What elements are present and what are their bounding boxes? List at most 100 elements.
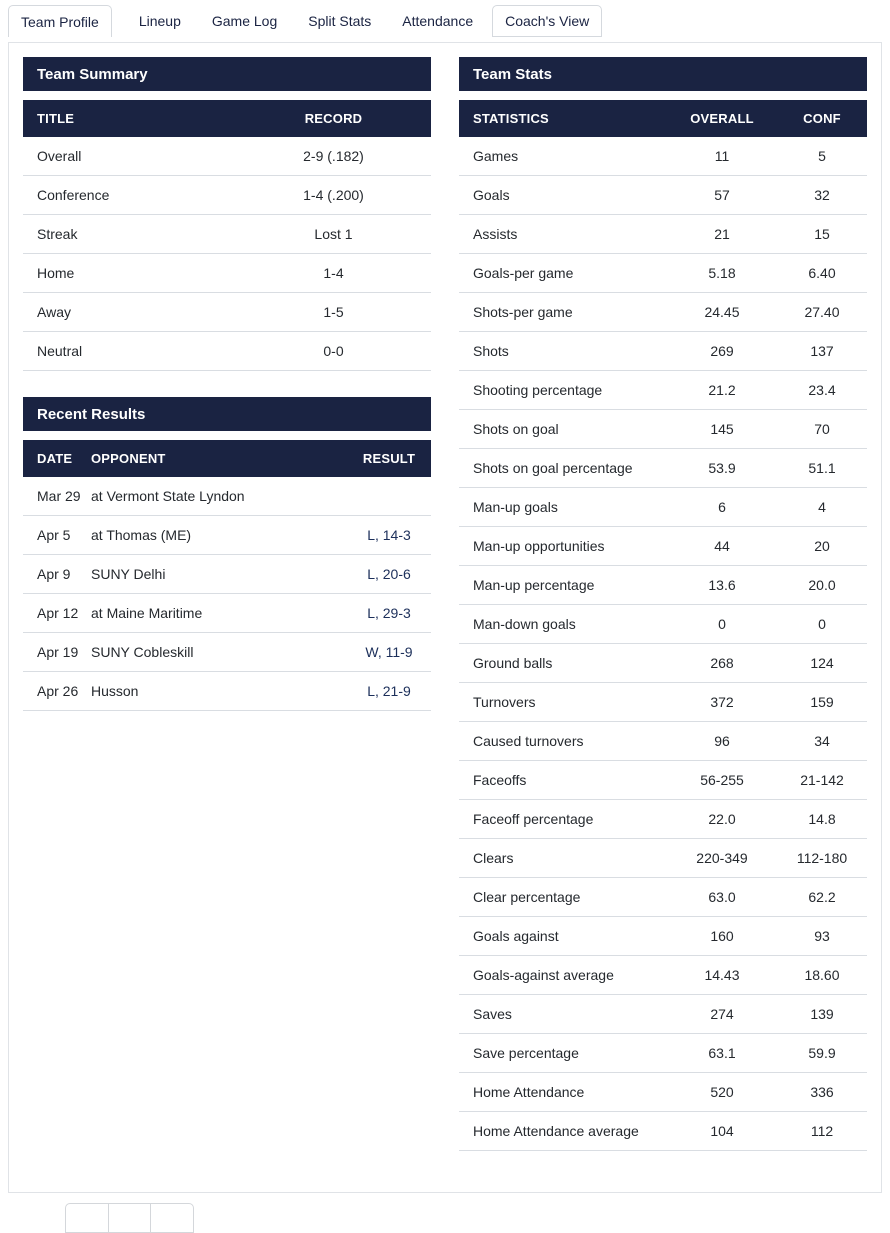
result-cell-opponent: SUNY Delhi (91, 554, 341, 594)
stat-cell-conf: 15 (777, 214, 867, 254)
table-row: Man-up percentage 13.6 20.0 (459, 565, 867, 605)
stat-cell-conf: 4 (777, 487, 867, 527)
stat-cell-overall: 14.43 (667, 955, 777, 995)
stat-cell-conf: 20 (777, 526, 867, 566)
result-cell-date: Apr 26 (23, 671, 91, 711)
stat-cell-overall: 63.1 (667, 1033, 777, 1073)
stat-cell-label: Saves (459, 994, 667, 1034)
summary-cell-record: Lost 1 (236, 214, 431, 254)
team-stats-panel: Team Stats STATISTICS OVERALL CONF Games… (459, 57, 867, 1151)
tab-lineup[interactable]: Lineup (138, 13, 181, 29)
stat-cell-conf: 59.9 (777, 1033, 867, 1073)
result-cell-result: L, 21-9 (341, 671, 431, 711)
tab-bar: Team Profile Lineup Game Log Split Stats… (0, 0, 890, 37)
stat-cell-overall: 57 (667, 175, 777, 215)
result-cell-opponent: Husson (91, 671, 341, 711)
stat-cell-label: Faceoffs (459, 760, 667, 800)
table-row: Saves 274 139 (459, 994, 867, 1034)
tab-attendance[interactable]: Attendance (402, 13, 474, 29)
result-cell-result: L, 20-6 (341, 554, 431, 594)
game-result-link[interactable]: W, 11-9 (365, 644, 413, 660)
team-stats-title: Team Stats (459, 57, 867, 91)
result-cell-result: L, 14-3 (341, 515, 431, 555)
column-header-title: TITLE (23, 100, 236, 137)
stat-cell-overall: 6 (667, 487, 777, 527)
result-cell-result: W, 11-9 (341, 632, 431, 672)
stat-cell-label: Games (459, 137, 667, 176)
summary-cell-record: 0-0 (236, 331, 431, 371)
table-row: Goals 57 32 (459, 175, 867, 215)
stat-cell-label: Clears (459, 838, 667, 878)
summary-cell-title: Away (23, 292, 236, 332)
team-summary-panel: Team Summary TITLE RECORD Overall 2-9 (.1… (23, 57, 431, 371)
table-row: Mar 29 at Vermont State Lyndon (23, 477, 431, 516)
tab-split-stats[interactable]: Split Stats (308, 13, 372, 29)
stat-cell-label: Ground balls (459, 643, 667, 683)
summary-cell-record: 1-5 (236, 292, 431, 332)
stat-cell-conf: 5 (777, 137, 867, 176)
table-row: Man-down goals 0 0 (459, 604, 867, 644)
tab-team-profile[interactable]: Team Profile (8, 5, 112, 37)
stat-cell-label: Home Attendance (459, 1072, 667, 1112)
game-result-link[interactable]: L, 20-6 (367, 566, 411, 582)
table-row: Apr 19 SUNY Cobleskill W, 11-9 (23, 632, 431, 672)
stat-cell-overall: 24.45 (667, 292, 777, 332)
stat-cell-label: Shots on goal percentage (459, 448, 667, 488)
game-result-link[interactable]: L, 21-9 (367, 683, 411, 699)
pagination-segment[interactable] (66, 1204, 109, 1232)
pagination-segment[interactable] (109, 1204, 152, 1232)
pagination-segment[interactable] (151, 1204, 193, 1232)
stat-cell-conf: 23.4 (777, 370, 867, 410)
column-header-overall: OVERALL (667, 100, 777, 137)
team-profile-content-card: Team Summary TITLE RECORD Overall 2-9 (.1… (8, 42, 882, 1193)
table-row: Overall 2-9 (.182) (23, 137, 431, 176)
stat-cell-label: Home Attendance average (459, 1111, 667, 1151)
tab-game-log[interactable]: Game Log (211, 13, 278, 29)
stat-cell-label: Turnovers (459, 682, 667, 722)
result-cell-opponent: at Thomas (ME) (91, 515, 341, 555)
result-cell-date: Apr 9 (23, 554, 91, 594)
table-row: Apr 12 at Maine Maritime L, 29-3 (23, 593, 431, 633)
stat-cell-conf: 51.1 (777, 448, 867, 488)
column-header-opponent: OPPONENT (91, 440, 341, 477)
stat-cell-overall: 21 (667, 214, 777, 254)
game-result-link[interactable]: L, 29-3 (367, 605, 411, 621)
table-row: Ground balls 268 124 (459, 643, 867, 683)
tab-coachs-view[interactable]: Coach's View (492, 5, 603, 37)
recent-results-panel: Recent Results DATE OPPONENT RESULT Mar … (23, 397, 431, 711)
stat-cell-overall: 104 (667, 1111, 777, 1151)
stat-cell-label: Save percentage (459, 1033, 667, 1073)
game-result-link[interactable]: L, 14-3 (367, 527, 411, 543)
right-column: Team Stats STATISTICS OVERALL CONF Games… (459, 57, 867, 1151)
table-row: Apr 5 at Thomas (ME) L, 14-3 (23, 515, 431, 555)
summary-cell-record: 1-4 (236, 253, 431, 293)
summary-cell-record: 2-9 (.182) (236, 137, 431, 176)
stat-cell-conf: 336 (777, 1072, 867, 1112)
stat-cell-conf: 112-180 (777, 838, 867, 878)
stat-cell-overall: 21.2 (667, 370, 777, 410)
table-row: Streak Lost 1 (23, 214, 431, 254)
stat-cell-conf: 62.2 (777, 877, 867, 917)
stat-cell-label: Man-up goals (459, 487, 667, 527)
table-row: Faceoff percentage 22.0 14.8 (459, 799, 867, 839)
stat-cell-label: Man-up percentage (459, 565, 667, 605)
summary-cell-title: Conference (23, 175, 236, 215)
table-row: Shots-per game 24.45 27.40 (459, 292, 867, 332)
stat-cell-overall: 520 (667, 1072, 777, 1112)
column-header-date: DATE (23, 440, 91, 477)
stat-cell-conf: 112 (777, 1111, 867, 1151)
stat-cell-overall: 63.0 (667, 877, 777, 917)
summary-cell-title: Home (23, 253, 236, 293)
table-row: Shots on goal percentage 53.9 51.1 (459, 448, 867, 488)
stat-cell-overall: 145 (667, 409, 777, 449)
table-row: Games 11 5 (459, 137, 867, 176)
pagination-control-cutoff[interactable] (65, 1203, 194, 1233)
stat-cell-label: Caused turnovers (459, 721, 667, 761)
stat-cell-overall: 13.6 (667, 565, 777, 605)
stat-cell-conf: 124 (777, 643, 867, 683)
table-row: Shots 269 137 (459, 331, 867, 371)
result-cell-opponent: SUNY Cobleskill (91, 632, 341, 672)
stat-cell-overall: 53.9 (667, 448, 777, 488)
stat-cell-label: Assists (459, 214, 667, 254)
stat-cell-label: Shots (459, 331, 667, 371)
